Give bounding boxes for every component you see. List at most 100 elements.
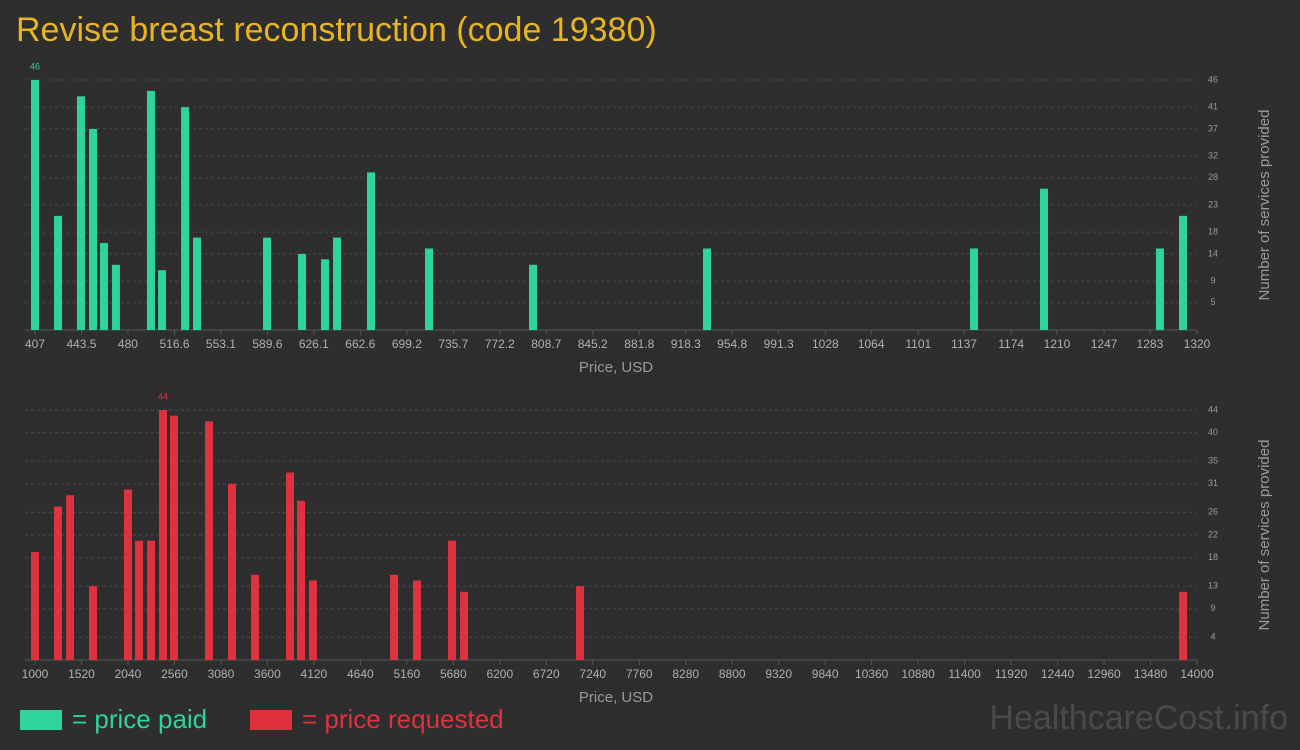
y-axis-title: Number of services provided [1256,440,1273,631]
x-tick-label: 1000 [22,667,49,681]
x-tick-label: 1247 [1091,337,1118,351]
x-tick-label: 7760 [626,667,653,681]
bar [89,128,98,330]
y-tick-label: 14 [1208,248,1218,258]
x-tick-label: 7240 [579,667,606,681]
bar [54,215,63,330]
x-tick-label: 1101 [905,337,931,351]
bar [89,586,98,660]
bar [297,500,306,660]
y-axis-title: Number of services provided [1256,110,1273,301]
x-tick-label: 5160 [393,667,420,681]
peak-label: 44 [158,391,168,401]
x-tick-label: 1520 [68,667,95,681]
y-tick-label: 4 [1210,632,1215,642]
x-tick-label: 6720 [533,667,560,681]
bar [321,259,330,330]
bar [53,506,62,660]
x-tick-label: 881.8 [624,337,654,351]
x-tick-label: 10880 [901,667,935,681]
y-tick-label: 26 [1208,507,1218,517]
x-tick-label: 626.1 [299,337,329,351]
bar [425,248,434,330]
bar [250,574,259,660]
bar [333,237,342,330]
x-tick-label: 3080 [208,667,235,681]
bar [31,552,39,660]
y-tick-label: 9 [1210,603,1215,613]
y-tick-label: 40 [1208,427,1218,437]
bar [146,90,155,330]
x-tick-label: 1283 [1137,337,1164,351]
y-tick-label: 13 [1208,581,1218,591]
x-tick-label: 11920 [995,667,1028,681]
x-tick-label: 1174 [998,337,1024,351]
x-tick-label: 5680 [440,667,467,681]
x-tick-label: 8280 [672,667,699,681]
x-tick-label: 2560 [161,667,188,681]
x-tick-label: 4120 [301,667,328,681]
bar [703,248,711,330]
bar [181,107,190,330]
page-title: Revise breast reconstruction (code 19380… [16,11,657,49]
bar [158,410,167,660]
y-tick-label: 22 [1208,529,1218,539]
x-tick-label: 443.5 [66,337,96,351]
x-tick-label: 14000 [1180,667,1214,681]
bar [460,591,469,660]
x-tick-label: 772.2 [485,337,515,351]
x-tick-label: 407 [25,337,45,351]
x-tick-label: 13480 [1134,667,1168,681]
bar [529,264,538,330]
x-tick-label: 516.6 [159,337,189,351]
y-tick-label: 28 [1208,172,1218,182]
bar [31,80,39,330]
x-tick-label: 1064 [858,337,885,351]
x-tick-label: 8800 [719,667,746,681]
legend-label: = price requested [302,704,504,734]
bar [1179,215,1187,330]
bar [263,237,272,330]
bar [111,264,120,330]
watermark: HealthcareCost.info [989,699,1288,737]
x-tick-label: 589.6 [252,337,282,351]
x-axis-title: Price, USD [579,359,653,376]
bar [123,489,132,660]
x-axis-title: Price, USD [579,689,653,706]
bar [1179,591,1188,660]
bar [576,586,585,660]
y-tick-label: 23 [1208,199,1218,209]
x-tick-label: 11400 [948,667,981,681]
x-tick-label: 480 [118,337,138,351]
y-tick-label: 5 [1210,297,1215,307]
x-tick-label: 918.3 [671,337,701,351]
peak-label: 46 [30,61,40,71]
x-tick-label: 9320 [765,667,792,681]
bar [205,421,214,660]
legend-label: = price paid [72,704,207,734]
y-tick-label: 18 [1208,552,1218,562]
x-tick-label: 4640 [347,667,374,681]
y-tick-label: 46 [1208,74,1218,84]
bar [390,574,399,660]
bar [99,243,108,330]
bar [448,540,457,660]
legend-swatch [250,710,292,730]
bar [147,540,156,660]
y-tick-label: 37 [1208,123,1218,133]
x-tick-label: 1210 [1044,337,1071,351]
y-tick-label: 9 [1210,275,1215,285]
bar [286,472,295,660]
x-tick-label: 553.1 [206,337,236,351]
bar [76,96,85,330]
x-tick-label: 12440 [1041,667,1075,681]
x-tick-label: 1320 [1184,337,1211,351]
x-tick-label: 845.2 [578,337,608,351]
x-tick-label: 1137 [951,337,977,351]
bar [1040,188,1049,330]
bar [308,580,317,660]
x-tick-label: 6200 [486,667,513,681]
x-tick-label: 3600 [254,667,281,681]
y-tick-label: 44 [1208,404,1218,414]
